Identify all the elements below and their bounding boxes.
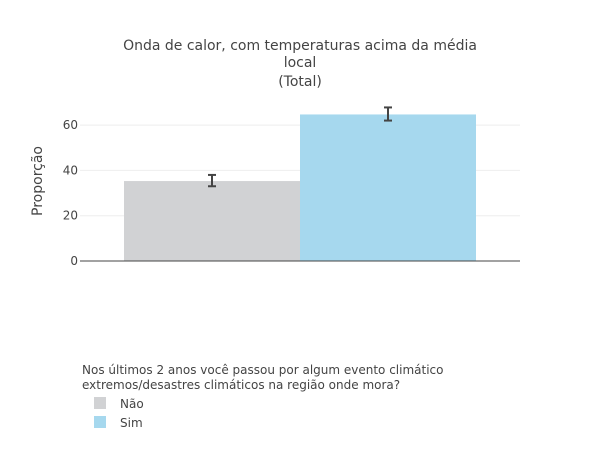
legend: Nos últimos 2 anos você passou por algum…: [82, 363, 444, 430]
legend-label: Sim: [120, 416, 143, 430]
chart-title: Onda de calor, com temperaturas acima da…: [123, 38, 477, 90]
legend-title-line-1: Nos últimos 2 anos você passou por algum…: [82, 363, 444, 377]
legend-label: Não: [120, 397, 144, 411]
error-bars: [208, 106, 392, 188]
legend-title-line-2: extremos/desastres climáticos na região …: [82, 378, 400, 392]
title-line-1: Onda de calor, com temperaturas acima da…: [123, 38, 477, 54]
y-tick-labels: 0 20 40 60: [63, 118, 78, 268]
y-axis-title: Proporção: [30, 146, 46, 216]
legend-swatch: [94, 416, 106, 428]
error-bar-2: [384, 106, 392, 122]
legend-item-2[interactable]: Sim: [94, 416, 143, 430]
bar-1: [124, 181, 300, 261]
legend-items: Não Sim: [94, 397, 144, 430]
y-tick-label-0: 0: [70, 254, 78, 268]
y-tick-label-20: 20: [63, 209, 78, 223]
legend-item-1[interactable]: Não: [94, 397, 144, 411]
bars: [124, 114, 476, 261]
legend-swatch: [94, 397, 106, 409]
title-line-2: local: [284, 55, 317, 71]
y-tick-label-40: 40: [63, 163, 78, 177]
error-bar-1: [208, 173, 216, 188]
bar-2: [300, 114, 476, 261]
y-tick-label-60: 60: [63, 118, 78, 132]
title-line-3: (Total): [278, 74, 322, 90]
